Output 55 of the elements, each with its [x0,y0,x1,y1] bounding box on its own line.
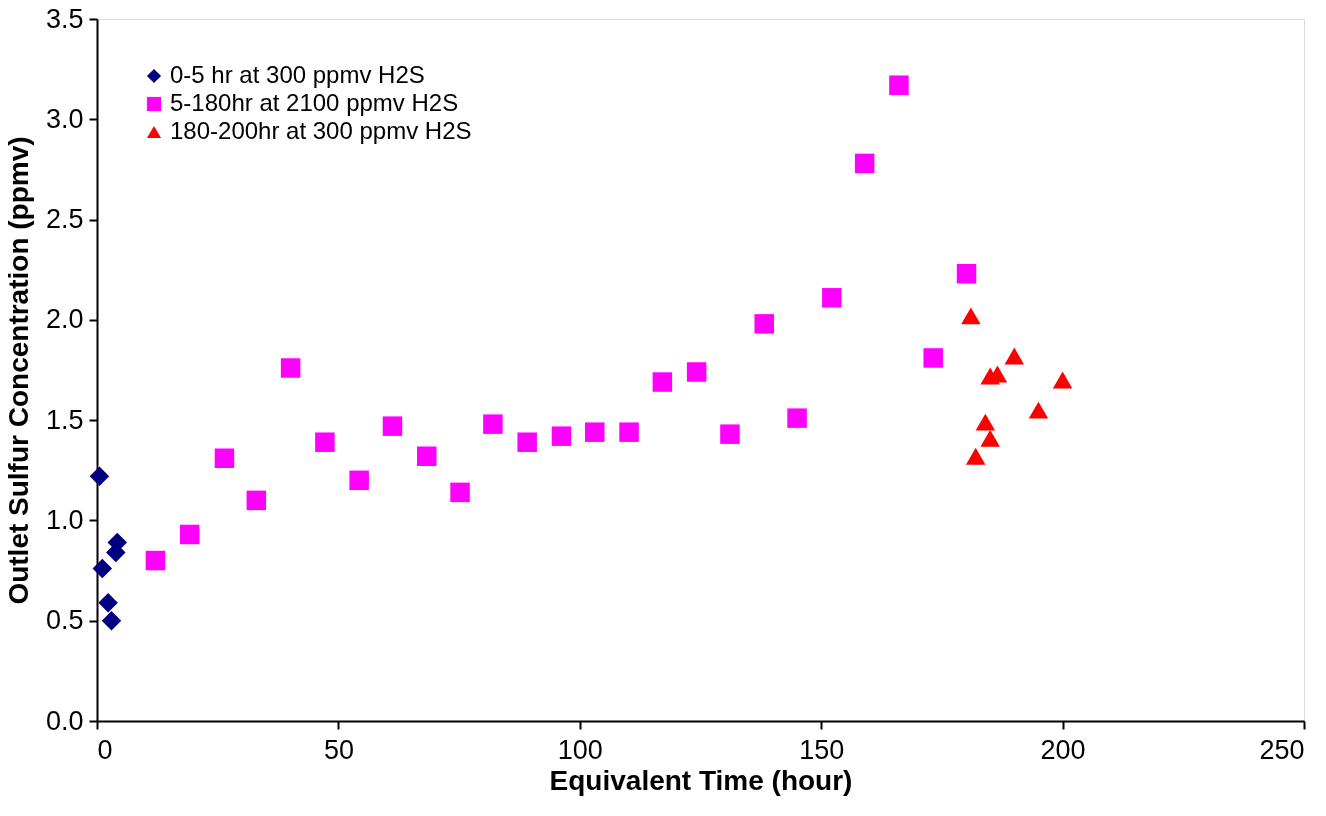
point [349,470,369,491]
point [517,432,537,452]
y-tick-label: 2.0 [45,304,84,335]
y-tick-label: 3.0 [45,103,84,134]
point [619,422,639,442]
x-tick-label: 50 [323,734,354,765]
point [854,153,875,174]
x-tick-label: 100 [557,734,603,765]
y-tick-label: 2.5 [45,204,84,235]
point [961,307,981,325]
x-tick-label: 200 [1040,734,1086,765]
y-tick-label: 3.5 [45,3,84,34]
point [956,263,977,284]
point [179,524,200,545]
x-axis-title: Equivalent Time (hour) [549,764,853,796]
point [822,288,842,308]
point [787,408,807,428]
point [720,424,740,444]
point [1028,401,1049,419]
point [754,314,774,334]
y-tick-label: 0.5 [45,605,84,636]
point [551,426,572,446]
point [382,416,403,436]
point [214,448,235,468]
point [889,75,909,95]
y-tick-label: 1.5 [45,404,84,435]
point [965,447,986,465]
point [1052,371,1073,389]
point [98,592,118,613]
point [417,446,437,466]
point [980,429,1000,447]
y-tick-label: 1.0 [45,504,84,535]
x-tick-label: 150 [799,734,845,765]
x-tick-label: 250 [1259,734,1305,765]
point [1004,347,1025,365]
x-tick-label: 0 [97,734,113,765]
point [89,466,110,487]
point [483,414,503,434]
legend-label: 5-180hr at 2100 ppmv H2S [170,89,459,116]
point [975,413,996,431]
point [280,358,301,378]
point [315,432,335,452]
point [246,490,267,511]
y-axis-title: Outlet Sulfur Concentration (ppmv) [2,136,34,605]
y-tick-label: 0.0 [45,705,84,736]
legend-label: 0-5 hr at 300 ppmv H2S [170,61,425,88]
point [92,558,113,579]
point [923,348,943,368]
point [450,482,470,503]
point [686,362,707,382]
point [145,550,166,571]
point [652,372,673,392]
point [101,610,122,631]
legend-label: 180-200hr at 300 ppmv H2S [170,117,472,144]
point [585,422,605,442]
